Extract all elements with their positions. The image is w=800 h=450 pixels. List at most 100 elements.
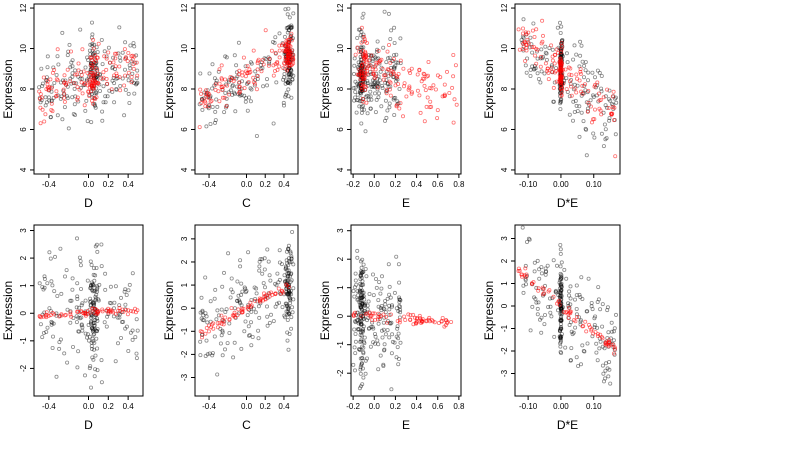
data-point [438, 75, 443, 80]
data-point [253, 69, 258, 74]
data-point [90, 325, 95, 330]
data-point [352, 63, 357, 68]
data-point [89, 283, 94, 288]
data-point [559, 326, 564, 331]
data-point [591, 95, 596, 100]
data-point [548, 310, 553, 315]
data-point [580, 296, 585, 301]
data-point [77, 255, 82, 260]
data-point [93, 298, 98, 303]
data-point [236, 298, 241, 303]
data-point [595, 299, 600, 304]
data-point [383, 332, 388, 337]
data-point [230, 290, 235, 295]
data-point [248, 99, 253, 104]
data-point [358, 273, 363, 278]
data-point [287, 28, 292, 33]
data-point [600, 344, 605, 349]
data-point [360, 382, 365, 387]
data-point [548, 304, 553, 309]
data-point [77, 329, 82, 334]
data-point [362, 335, 367, 340]
y-tick-label: -2 [336, 369, 345, 377]
data-point [358, 320, 363, 325]
data-point [83, 108, 88, 113]
data-point [286, 307, 291, 312]
data-point [583, 126, 588, 131]
data-point [85, 83, 90, 88]
data-point [248, 60, 253, 65]
data-point [530, 304, 535, 309]
y-tick-label: 12 [19, 3, 28, 12]
data-point [62, 80, 67, 85]
data-point [56, 62, 61, 67]
data-point [383, 98, 388, 103]
plot-frame [350, 224, 462, 397]
data-point [286, 259, 291, 264]
data-point [362, 37, 367, 42]
data-point [40, 284, 45, 289]
data-point [223, 309, 228, 314]
data-point [359, 322, 364, 327]
data-point [361, 316, 366, 321]
data-point [372, 331, 377, 336]
data-point [94, 296, 99, 301]
data-point [89, 340, 94, 345]
data-point [352, 294, 357, 299]
data-point [358, 322, 363, 327]
data-point [271, 121, 276, 126]
data-point [276, 286, 281, 291]
data-point [356, 327, 361, 332]
data-point [558, 329, 563, 334]
data-point [107, 300, 112, 305]
data-point [385, 328, 390, 333]
data-point [611, 89, 616, 94]
x-tick-label: 0.0 [369, 180, 381, 189]
data-point [111, 60, 116, 65]
data-point [377, 78, 382, 83]
data-point [87, 366, 92, 371]
data-point [75, 95, 80, 100]
data-point [52, 289, 57, 294]
data-point [356, 321, 361, 326]
data-point [274, 283, 279, 288]
data-point [214, 97, 219, 102]
data-point [588, 98, 593, 103]
data-point [559, 76, 564, 81]
data-point [289, 271, 294, 276]
data-point [386, 67, 391, 72]
data-point [273, 281, 278, 286]
data-point [372, 311, 377, 316]
data-point [283, 266, 288, 271]
data-point [89, 75, 94, 80]
data-point [516, 27, 521, 32]
data-point [558, 334, 563, 339]
data-point [280, 305, 285, 310]
data-point [121, 319, 126, 324]
data-point [379, 328, 384, 333]
data-point [125, 59, 130, 64]
data-point [242, 86, 247, 91]
data-point [245, 64, 250, 69]
data-point [262, 285, 267, 290]
data-point [70, 74, 75, 79]
data-point [286, 263, 291, 268]
data-point [559, 305, 564, 310]
data-point [543, 44, 548, 49]
data-point [558, 336, 563, 341]
data-point [288, 279, 293, 284]
data-point [286, 292, 291, 297]
data-point [558, 327, 563, 332]
data-point [574, 293, 579, 298]
data-point [380, 66, 385, 71]
data-point [358, 384, 363, 389]
data-point [354, 110, 359, 115]
data-point [362, 34, 367, 39]
data-point [219, 77, 224, 82]
data-point [92, 278, 97, 283]
data-point [93, 105, 98, 110]
data-point [65, 360, 70, 365]
data-point [95, 285, 100, 290]
data-point [398, 298, 403, 303]
data-point [88, 259, 93, 264]
